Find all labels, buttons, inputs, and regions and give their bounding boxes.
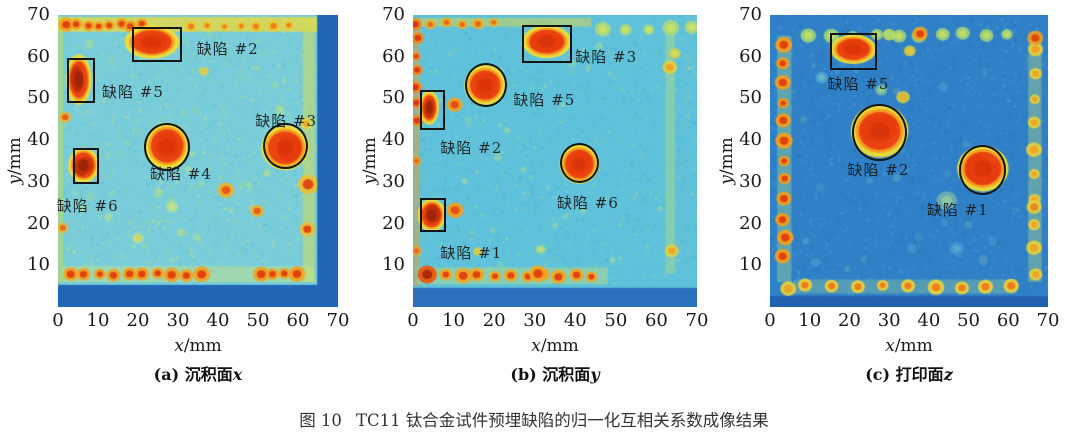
figure-caption-text: TC11 钛合金试件预埋缺陷的归一化互相关系数成像结果 <box>355 411 769 430</box>
x-tick-label: 60 <box>286 310 310 331</box>
y-tick-label: 30 <box>27 170 50 192</box>
y-tick-label: 10 <box>27 254 50 276</box>
defect-label: 缺陷 #2 <box>440 138 503 157</box>
x-axis-var: x <box>885 336 895 356</box>
defect-marker-rect <box>420 90 446 131</box>
subplot-var: x <box>232 365 243 384</box>
x-tick-label: 40 <box>206 310 230 331</box>
subplot-index: (b) <box>510 365 537 384</box>
defect-marker-circle <box>144 123 190 171</box>
x-tick-label: 50 <box>246 310 270 331</box>
y-tick-label: 30 <box>739 170 762 192</box>
x-tick-label: 30 <box>166 310 190 331</box>
defect-label: 缺陷 #5 <box>513 91 576 109</box>
defect-marker-rect <box>73 147 99 184</box>
defect-label: 缺陷 #2 <box>847 161 910 180</box>
figure-caption: 图 10 TC11 钛合金试件预埋缺陷的归一化互相关系数成像结果 <box>0 407 1068 431</box>
defect-label: 缺陷 #2 <box>196 40 259 59</box>
x-tick-label: 10 <box>442 310 466 331</box>
x-tick-label: 60 <box>644 310 668 331</box>
subplot-text: 沉积面 <box>184 365 233 384</box>
heatmap-deposition-y <box>413 15 697 307</box>
x-tick-label: 10 <box>86 310 110 331</box>
x-tick-label: 0 <box>407 310 419 331</box>
y-tick-label: 10 <box>739 254 762 276</box>
defect-label: 缺陷 #6 <box>56 197 119 216</box>
y-tick-label: 60 <box>27 45 50 67</box>
y-tick-label: 10 <box>382 254 405 276</box>
x-tick-label: 20 <box>837 310 861 331</box>
defect-label: 缺陷 #6 <box>557 194 619 213</box>
x-tick-label: 20 <box>126 310 150 331</box>
x-axis-label-c: x/mm <box>885 336 933 356</box>
figure-number: 图 10 <box>299 411 342 430</box>
x-tick-label: 40 <box>563 310 587 331</box>
defect-marker-rect <box>420 198 447 232</box>
y-tick-label: 60 <box>382 45 405 67</box>
x-axis-var: x <box>531 336 541 356</box>
subplot-var: z <box>943 365 953 384</box>
x-tick-label: 30 <box>877 310 901 331</box>
y-tick-label: 20 <box>27 212 50 234</box>
x-axis-unit: /mm <box>540 336 579 356</box>
defect-label: 缺陷 #1 <box>926 201 989 220</box>
defect-label: 缺陷 #5 <box>827 75 890 94</box>
defect-label: 缺陷 #5 <box>102 83 164 102</box>
defect-marker-rect <box>67 57 95 103</box>
x-tick-label: 0 <box>764 310 776 331</box>
y-tick-label: 50 <box>739 87 762 109</box>
x-tick-label: 50 <box>957 310 981 331</box>
defect-marker-circle <box>851 103 907 162</box>
subplot-caption-c: (c) 打印面z <box>865 361 953 385</box>
defect-label: 缺陷 #4 <box>150 164 212 183</box>
defect-marker-circle <box>262 122 308 170</box>
defect-marker-rect <box>132 27 182 63</box>
x-tick-label: 60 <box>996 310 1020 331</box>
subplot-index: (a) <box>153 365 180 384</box>
x-tick-label: 50 <box>604 310 628 331</box>
subplot-index: (c) <box>865 365 891 384</box>
y-tick-label: 50 <box>27 87 50 109</box>
x-tick-label: 70 <box>326 310 350 331</box>
defect-marker-rect <box>521 25 573 63</box>
y-tick-label: 70 <box>27 4 50 25</box>
y-tick-label: 20 <box>382 212 405 234</box>
y-tick-label: 30 <box>382 170 405 192</box>
x-axis-label-a: x/mm <box>174 336 222 356</box>
y-tick-label: 60 <box>739 45 762 67</box>
x-tick-label: 10 <box>798 310 822 331</box>
y-tick-label: 70 <box>739 4 762 25</box>
y-tick-label: 20 <box>739 212 762 234</box>
y-tick-label: 50 <box>382 87 405 109</box>
subplot-var: y <box>590 365 600 384</box>
x-axis-var: x <box>174 336 184 356</box>
x-axis-unit: /mm <box>894 336 933 356</box>
subplot-caption-b: (b) 沉积面y <box>510 361 599 385</box>
defect-marker-circle <box>464 63 508 107</box>
defect-label: 缺陷 #1 <box>440 244 503 263</box>
x-tick-label: 70 <box>1036 310 1060 331</box>
x-axis-unit: /mm <box>183 336 222 356</box>
subplot-caption-a: (a) 沉积面x <box>154 361 243 385</box>
defect-marker-circle <box>559 143 599 184</box>
y-tick-label: 40 <box>27 129 50 151</box>
x-axis-label-b: x/mm <box>531 336 579 356</box>
x-tick-label: 70 <box>685 310 709 331</box>
subplot-text: 沉积面 <box>542 365 591 384</box>
defect-label: 缺陷 #3 <box>575 48 638 67</box>
y-tick-label: 40 <box>382 129 405 151</box>
defect-marker-circle <box>958 145 1007 196</box>
subplot-text: 打印面 <box>895 365 944 384</box>
y-tick-label: 40 <box>739 129 762 151</box>
x-tick-label: 20 <box>482 310 506 331</box>
x-tick-label: 30 <box>523 310 547 331</box>
defect-label: 缺陷 #3 <box>255 111 318 130</box>
defect-marker-rect <box>829 32 878 71</box>
x-tick-label: 0 <box>52 310 64 331</box>
y-tick-label: 70 <box>382 4 405 25</box>
x-tick-label: 40 <box>917 310 941 331</box>
